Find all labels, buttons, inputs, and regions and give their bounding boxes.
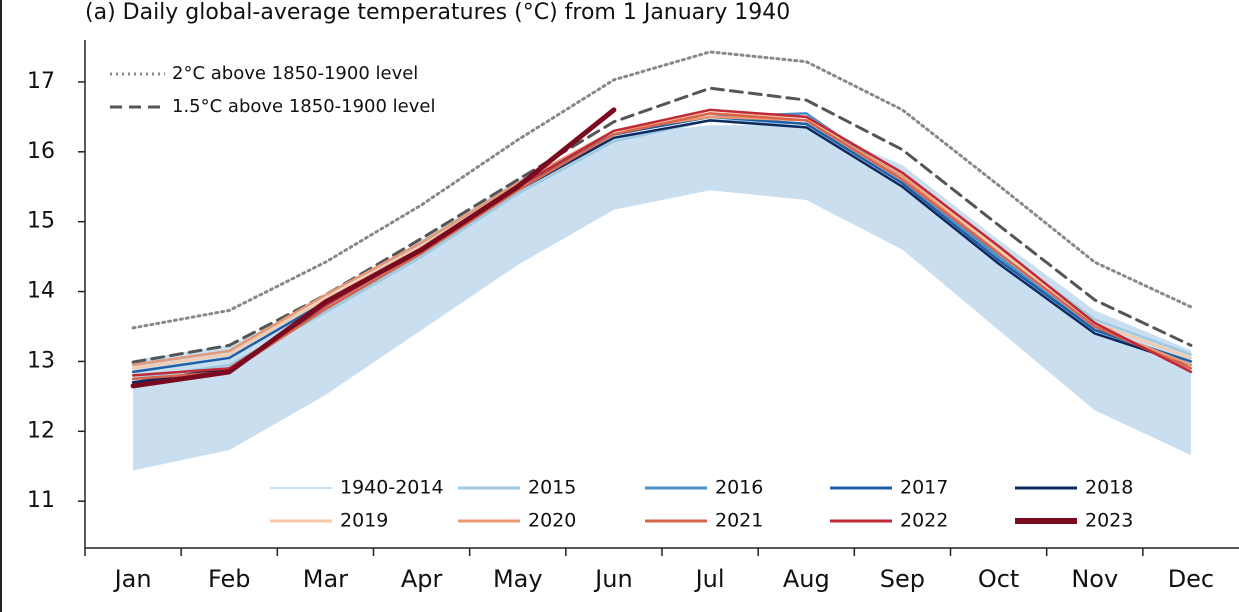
legend-label: 2019 [340, 510, 388, 532]
y-tick-label: 17 [27, 69, 55, 94]
y-tick-label: 16 [27, 139, 55, 164]
x-tick-label: Jul [694, 565, 725, 593]
legend-label: 1940-2014 [340, 477, 444, 499]
legend-label: 2017 [900, 477, 948, 499]
x-tick-label: Oct [978, 565, 1020, 593]
legend-label: 2020 [528, 510, 576, 532]
x-tick-label: Nov [1071, 565, 1118, 593]
x-tick-label: Mar [303, 565, 348, 593]
x-tick-label: Dec [1168, 565, 1214, 593]
legend-label: 2023 [1085, 510, 1133, 532]
band-area [133, 125, 1191, 471]
legend-label: 2021 [715, 510, 763, 532]
x-tick-label: Aug [783, 565, 830, 593]
x-tick-label: Jan [113, 565, 152, 593]
reference-line [131, 86, 1193, 364]
series-line [131, 112, 1193, 370]
y-tick-label: 15 [27, 209, 55, 234]
legend-label: 1.5°C above 1850-1900 level [172, 96, 435, 117]
y-tick-label: 11 [27, 488, 55, 513]
legend-label: 2015 [528, 477, 576, 499]
legend-label: 2018 [1085, 477, 1133, 499]
y-tick-label: 13 [27, 348, 55, 373]
x-tick-label: Jun [593, 565, 633, 593]
chart-title: (a) Daily global-average temperatures (°… [85, 0, 790, 25]
x-tick-label: Feb [208, 565, 251, 593]
x-tick-label: Apr [401, 565, 443, 593]
legend-label: 2°C above 1850-1900 level [172, 63, 418, 84]
legend-label: 2022 [900, 510, 948, 532]
series-line [131, 112, 1193, 381]
x-tick-label: May [493, 565, 543, 593]
series-line [130, 107, 617, 389]
y-tick-label: 14 [27, 279, 55, 304]
legend-label: 2016 [715, 477, 763, 499]
y-tick-label: 12 [27, 418, 55, 443]
reference-line [131, 50, 1193, 330]
x-tick-label: Sep [880, 565, 925, 593]
